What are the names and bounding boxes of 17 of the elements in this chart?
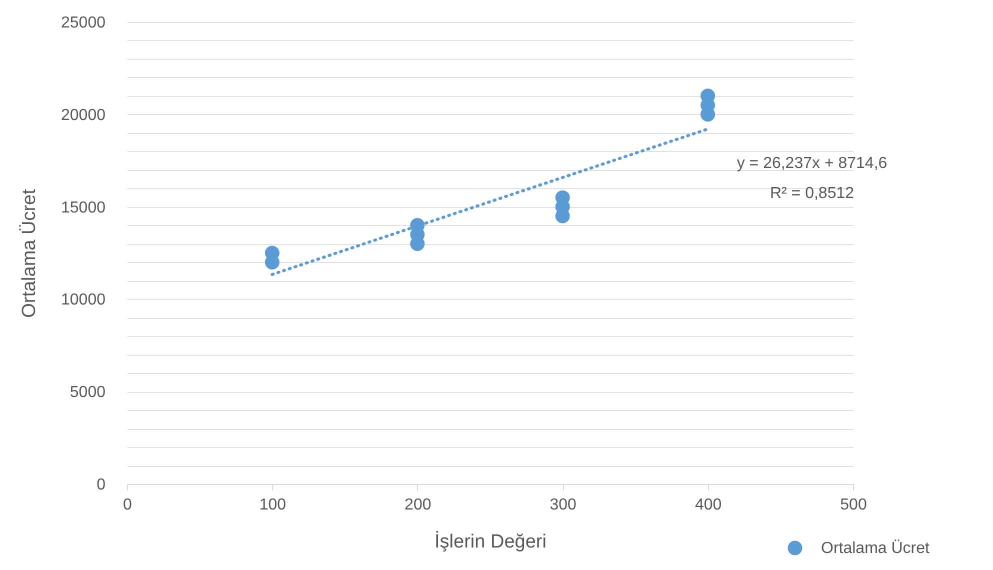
y-tick-label: 10000 [61,292,106,309]
y-tick-label: 20000 [61,106,106,124]
y-tick-label: 5000 [70,384,106,402]
x-tick-label: 100 [259,496,286,514]
y-tick-label: 15000 [61,199,106,216]
x-tick-label: 200 [404,496,432,514]
legend-label: Ortalama Ücret [821,539,930,557]
x-tick-label: 400 [694,496,722,514]
y-axis-title: Ortalama Ücret [19,188,40,318]
y-tick-label: 25000 [61,14,106,32]
annotation: R² = 0,8512 [770,185,854,202]
x-tick-label: 500 [840,496,867,514]
y-tick-label: 0 [96,476,106,494]
annotation: y = 26,237x + 8714,6 [736,155,888,172]
x-tick-label: 0 [123,496,132,514]
x-tick-label: 300 [550,496,577,514]
x-axis-title: İşlerin Değeri [434,530,546,552]
